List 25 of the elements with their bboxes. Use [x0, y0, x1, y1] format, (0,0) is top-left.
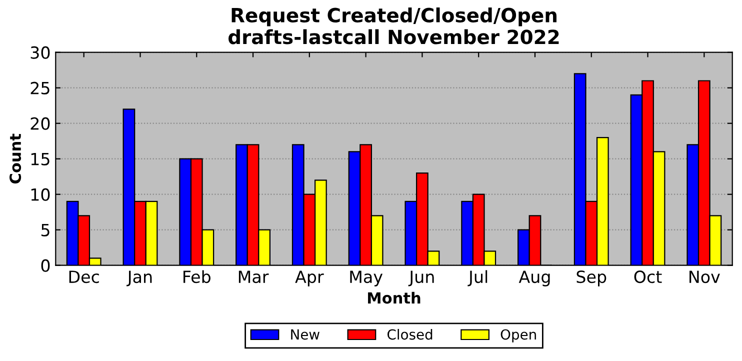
y-tick-label: 0: [41, 259, 50, 272]
x-tick-label: Mar: [238, 270, 269, 284]
legend-label: Open: [500, 329, 536, 342]
y-tick-label: 25: [30, 82, 50, 94]
y-axis-title: Count: [10, 134, 22, 184]
x-tick-label: May: [350, 270, 383, 286]
x-tick-label: Nov: [690, 270, 720, 284]
legend-label: Closed: [387, 328, 432, 340]
y-tick-label: 5: [41, 224, 50, 236]
x-tick-label: Jan: [126, 270, 152, 286]
x-tick-label: Jun: [408, 270, 434, 286]
chart-title: Request Created/Closed/Open drafts-lastcall November 2022: [228, 7, 559, 44]
x-tick-label: Dec: [69, 270, 99, 284]
x-tick-label: Feb: [184, 270, 210, 284]
x-axis-title: Month: [368, 292, 420, 304]
y-tick-label: 10: [31, 188, 50, 201]
x-tick-label: Aug: [518, 270, 550, 286]
y-tick-label: 20: [30, 117, 50, 130]
x-tick-label: Oct: [634, 270, 662, 284]
x-tick-label: Sep: [576, 270, 606, 286]
x-tick-label: Jul: [468, 270, 488, 286]
y-tick-label: 15: [31, 153, 50, 166]
legend-label: New: [291, 329, 320, 340]
y-tick-label: 30: [30, 46, 50, 59]
x-tick-label: Apr: [295, 270, 324, 286]
